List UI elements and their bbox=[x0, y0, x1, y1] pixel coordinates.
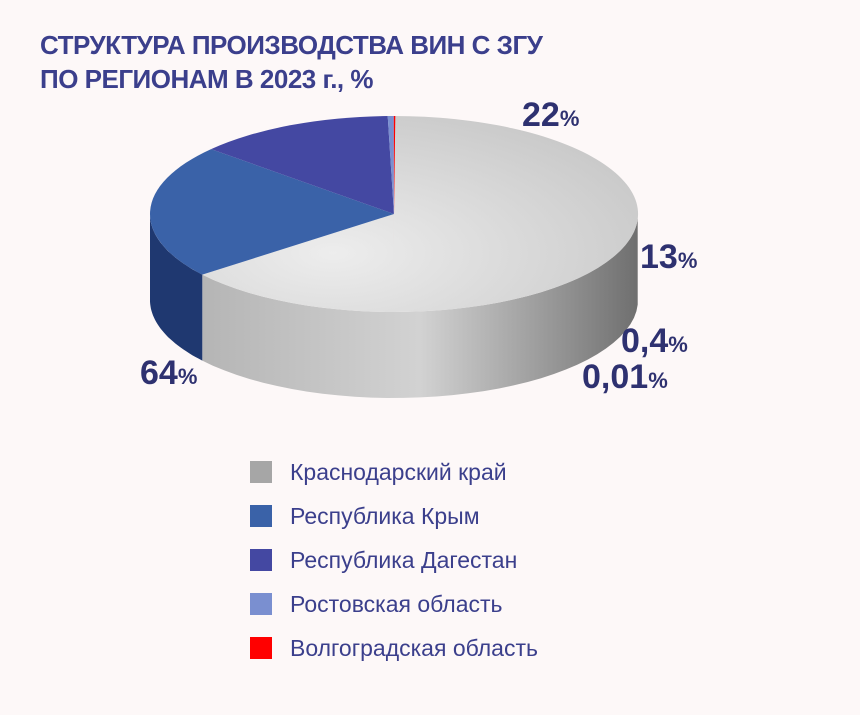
data-label-value-2: 13 bbox=[640, 238, 678, 276]
data-label-unit-2: % bbox=[678, 248, 698, 273]
pie-slice-0 bbox=[202, 116, 639, 312]
legend-item-1: Республика Крым bbox=[250, 494, 538, 538]
data-label-value-0: 64 bbox=[140, 354, 178, 392]
data-label-4: 0,01% bbox=[582, 358, 668, 396]
legend-label-1: Республика Крым bbox=[290, 502, 480, 529]
data-label-3: 0,4% bbox=[621, 322, 688, 360]
legend-item-0: Краснодарский край bbox=[250, 450, 538, 494]
legend-label-3: Ростовская область bbox=[290, 590, 503, 617]
data-label-1: 22% bbox=[522, 96, 579, 134]
data-label-value-4: 0,01 bbox=[582, 358, 648, 396]
pie-chart: 64%22%13%0,4%0,01% bbox=[140, 96, 697, 398]
pie-tops bbox=[149, 115, 639, 312]
legend-swatch-2 bbox=[250, 549, 272, 571]
legend-swatch-4 bbox=[250, 637, 272, 659]
data-label-value-3: 0,4 bbox=[621, 322, 668, 360]
legend-item-3: Ростовская область bbox=[250, 582, 538, 626]
chart-title-line-1: СТРУКТУРА ПРОИЗВОДСТВА ВИН С ЗГУ bbox=[40, 30, 543, 60]
legend-label-0: Краснодарский край bbox=[290, 458, 507, 485]
pie-slice-4 bbox=[393, 115, 396, 214]
data-label-unit-4: % bbox=[648, 368, 668, 393]
data-label-unit-1: % bbox=[560, 106, 580, 131]
chart-title: СТРУКТУРА ПРОИЗВОДСТВА ВИН С ЗГУ ПО РЕГИ… bbox=[40, 28, 600, 96]
pie-slice-1 bbox=[149, 149, 394, 275]
data-label-0: 64% bbox=[140, 354, 197, 392]
pie-slice-2 bbox=[211, 116, 394, 214]
chart-title-line-2: ПО РЕГИОНАМ В 2023 г., % bbox=[40, 64, 373, 94]
data-label-value-1: 22 bbox=[522, 96, 560, 134]
legend: Краснодарский край Республика Крым Республ… bbox=[250, 450, 538, 670]
pie-side-1 bbox=[150, 215, 203, 361]
legend-swatch-0 bbox=[250, 461, 272, 483]
pie-side-0 bbox=[202, 218, 638, 398]
legend-label-4: Волгоградская область bbox=[290, 634, 538, 661]
legend-label-2: Республика Дагестан bbox=[290, 546, 518, 573]
data-label-2: 13% bbox=[640, 238, 697, 276]
pie-labels: 64%22%13%0,4%0,01% bbox=[140, 96, 697, 396]
legend-swatch-1 bbox=[250, 505, 272, 527]
data-label-unit-3: % bbox=[668, 332, 688, 357]
legend-swatch-3 bbox=[250, 593, 272, 615]
legend-item-2: Республика Дагестан bbox=[250, 538, 538, 582]
pie-slice-3 bbox=[387, 115, 394, 214]
pie-sides bbox=[150, 215, 638, 398]
data-label-unit-0: % bbox=[178, 364, 198, 389]
legend-item-4: Волгоградская область bbox=[250, 626, 538, 670]
